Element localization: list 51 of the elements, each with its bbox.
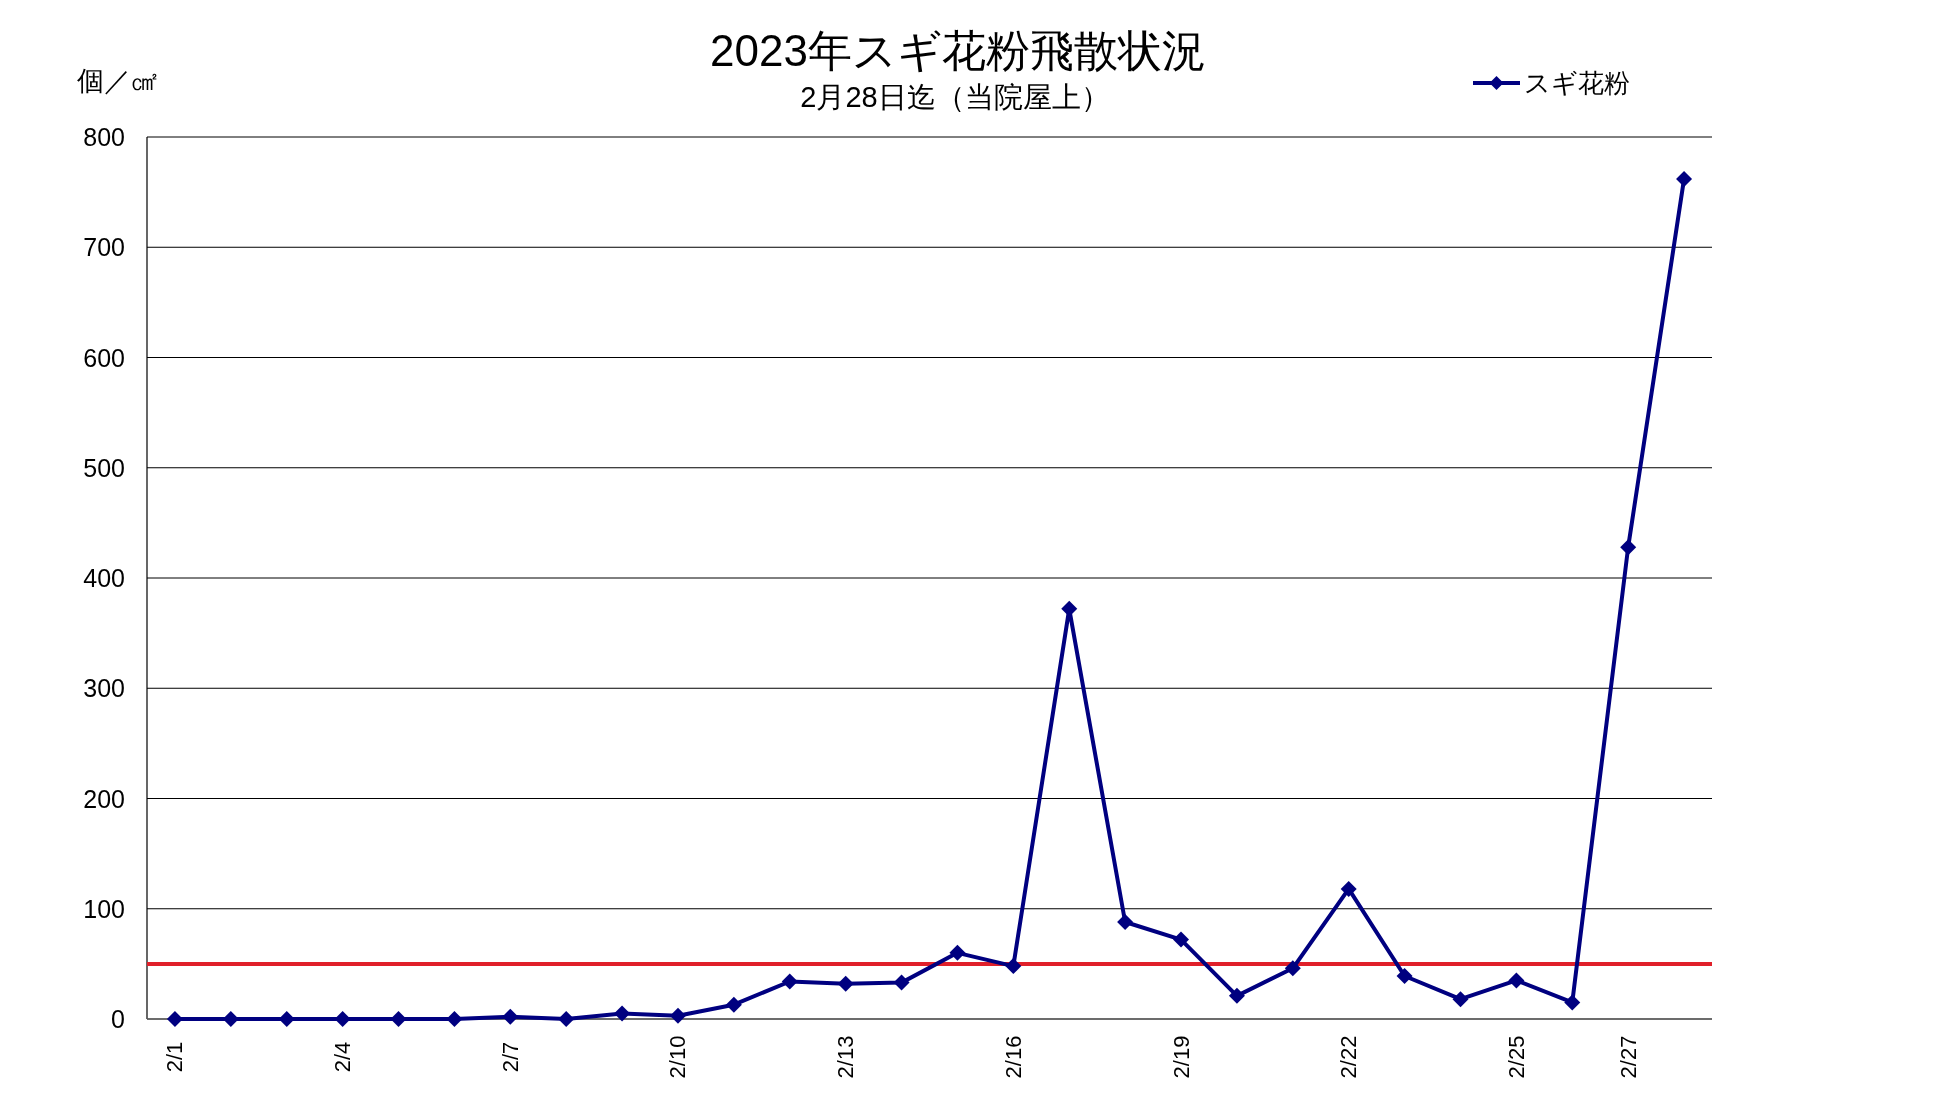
point (669, 1007, 686, 1024)
point (1117, 913, 1134, 930)
y-tick-label: 200 (83, 784, 125, 813)
point (166, 1011, 183, 1027)
point (446, 1011, 463, 1027)
x-tick-label: 2/25 (1503, 1035, 1529, 1079)
y-tick-label: 700 (83, 233, 125, 262)
y-axis-title: 個／㎠ (77, 66, 158, 96)
legend: スギ花粉 (1473, 68, 1630, 98)
x-tick-label: 2/22 (1336, 1035, 1362, 1079)
y-tick-label: 100 (83, 894, 125, 923)
y-tick-label: 600 (83, 343, 125, 372)
point (1508, 972, 1525, 989)
point (725, 996, 742, 1013)
x-tick-label: 2/7 (497, 1041, 523, 1073)
point (1061, 600, 1078, 617)
legend-label: スギ花粉 (1524, 68, 1630, 98)
point (390, 1011, 407, 1027)
y-tick-label: 0 (111, 1005, 125, 1033)
point (278, 1011, 295, 1027)
y-tick-label: 800 (83, 123, 125, 151)
point (1284, 960, 1301, 977)
chart-subtitle: 2月28日迄（当院屋上） (800, 81, 1110, 113)
x-tick-label: 2/10 (665, 1035, 691, 1079)
x-tick-label: 2/27 (1615, 1035, 1641, 1079)
point (1228, 987, 1245, 1004)
point (837, 975, 854, 992)
x-tick-label: 2/19 (1168, 1035, 1194, 1079)
point (1396, 968, 1413, 984)
point (1564, 994, 1581, 1011)
chart-title: 2023年スギ花粉飛散状況 (710, 25, 1206, 75)
point (781, 973, 798, 990)
y-tick-label: 500 (83, 453, 125, 482)
x-tick-label: 2/16 (1000, 1035, 1026, 1079)
point (1005, 958, 1022, 975)
point (1676, 170, 1693, 187)
x-tick-label: 2/4 (330, 1041, 356, 1073)
point (1173, 931, 1190, 948)
y-tick-label: 400 (83, 564, 125, 592)
x-tick-label: 2/1 (162, 1041, 188, 1073)
point (1620, 539, 1637, 556)
y-tick-label: 300 (83, 674, 125, 703)
point (1452, 991, 1469, 1008)
point (334, 1011, 351, 1027)
point (558, 1011, 575, 1027)
point (614, 1005, 631, 1022)
point (949, 944, 966, 961)
point (1340, 880, 1357, 897)
x-tick-label: 2/13 (833, 1035, 859, 1079)
point (502, 1008, 519, 1025)
point (893, 974, 910, 991)
